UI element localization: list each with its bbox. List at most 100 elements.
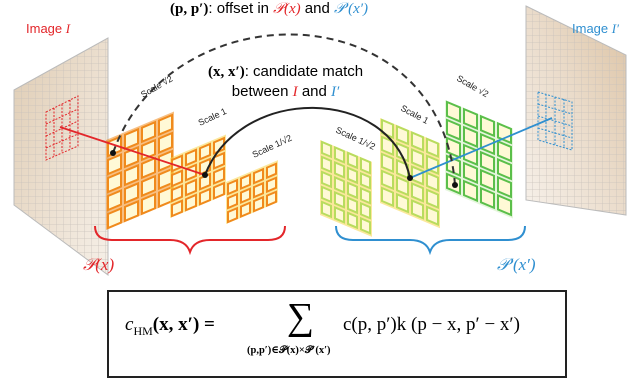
left-grid-scale-sqrt2-cell: [107, 153, 122, 176]
scale-label-right-3: Scale √2: [455, 73, 490, 99]
left-grid-scale-sqrt2-cell: [141, 192, 156, 216]
left-grid-scale-1-cell: [185, 178, 197, 197]
right-grid-scale-invsqrt2-cell: [347, 181, 358, 200]
candidate-image-ip: I′: [331, 84, 340, 100]
left-grid-scale-invsqrt2-cell: [227, 206, 238, 224]
image-left-label: Image I: [26, 21, 70, 37]
formula-sum-subscript: (p,p′)∈𝒫(x)×𝒫′(x′): [247, 345, 331, 356]
formula-lhs: cHM(x, x′) =: [125, 314, 215, 339]
left-grid-scale-1-cell: [213, 166, 225, 185]
right-grid-scale-invsqrt2-cell: [360, 171, 371, 190]
match-point-left: [202, 172, 208, 178]
image-right-plane: [525, 5, 627, 216]
left-feature-pyramid: [106, 111, 278, 230]
left-grid-scale-1-cell: [185, 148, 197, 167]
right-grid-scale-invsqrt2: [320, 140, 372, 237]
right-grid-scale-sqrt2-cell: [463, 179, 478, 203]
scale-label-left-2: Scale 1: [197, 106, 228, 128]
image-right-prefix: Image: [572, 21, 612, 36]
left-grid-scale-invsqrt2-cell: [266, 190, 277, 208]
offset-pair: (p, p′): [170, 1, 209, 17]
left-grid-scale-sqrt2-cell: [124, 163, 139, 187]
left-grid-scale-invsqrt2-cell: [240, 201, 251, 219]
right-grid-scale-1-cell: [426, 188, 439, 210]
left-grid-scale-invsqrt2-cell: [253, 181, 264, 199]
offset-set-right: 𝒫′(x′): [334, 1, 369, 17]
candidate-text: : candidate match: [244, 63, 364, 80]
left-grid-scale-1-cell: [185, 193, 197, 212]
scale-label-right-2: Scale 1: [399, 103, 430, 126]
left-grid-scale-1-cell: [171, 169, 183, 188]
right-grid-scale-sqrt2-cell: [480, 132, 495, 156]
image-left-prefix: Image: [26, 21, 66, 36]
right-grid-scale-invsqrt2-cell: [321, 170, 332, 189]
right-grid-scale-sqrt2-cell: [463, 107, 478, 131]
left-grid-scale-invsqrt2-cell: [240, 187, 251, 205]
right-grid-scale-invsqrt2-cell: [347, 211, 358, 230]
right-grid-scale-sqrt2-cell: [480, 150, 495, 174]
right-grid-scale-invsqrt2-cell: [347, 196, 358, 215]
right-grid-scale-invsqrt2-cell: [347, 151, 358, 170]
right-grid-scale-1-cell: [396, 192, 409, 214]
left-grid-scale-sqrt2-cell: [141, 156, 156, 180]
right-grid-scale-sqrt2-cell: [463, 125, 478, 149]
left-grid-scale-sqrt2-cell: [107, 189, 122, 212]
formula-rhs: c(p, p′)k (p − x, p′ − x′): [343, 314, 520, 335]
right-grid-scale-invsqrt2-cell: [360, 216, 371, 235]
left-grid-scale-1-backing: [170, 134, 226, 218]
left-grid-scale-sqrt2-cell: [124, 199, 139, 223]
image-right-name: I′: [611, 21, 619, 36]
right-grid-scale-1-cell: [396, 175, 409, 197]
right-grid-scale-sqrt2-cell: [480, 168, 495, 192]
offset-and: and: [300, 0, 335, 17]
left-grid-scale-sqrt2-cell: [124, 181, 139, 205]
offset-arc-dashed: [112, 33, 456, 186]
right-brace-label: 𝒫′(x′): [497, 255, 536, 274]
left-grid-scale-invsqrt2-cell: [266, 176, 277, 194]
image-left-plane: [13, 37, 109, 276]
right-grid-scale-invsqrt2-cell: [360, 156, 371, 175]
left-match-line: [59, 126, 206, 176]
right-grid-scale-invsqrt2-cell: [347, 166, 358, 185]
left-grid-scale-invsqrt2-backing: [226, 160, 278, 224]
offset-set-left: 𝒫(x): [273, 1, 301, 17]
right-grid-scale-1-cell: [396, 124, 409, 146]
right-grid-scale-1-cell: [396, 141, 409, 163]
right-grid-scale-sqrt2-cell: [497, 121, 512, 145]
right-grid-scale-invsqrt2-cell: [334, 190, 345, 209]
left-grid-scale-invsqrt2-cell: [253, 195, 264, 213]
left-grid-scale-sqrt2-cell: [158, 113, 173, 137]
formula-lhs-c: c: [125, 314, 134, 335]
right-grid-scale-invsqrt2-cell: [334, 205, 345, 224]
scale-label-right-1: Scale 1/√2: [334, 125, 377, 152]
match-point-right: [407, 175, 413, 181]
right-grid-scale-sqrt2-cell: [497, 157, 512, 181]
candidate-pair: (x, x′): [208, 64, 245, 80]
candidate-between: between: [231, 83, 293, 100]
right-grid-scale-invsqrt2-backing: [320, 140, 372, 237]
formula-sum-symbol: ∑: [287, 296, 315, 338]
right-grid-scale-invsqrt2-cell: [334, 175, 345, 194]
right-grid-scale-sqrt2-cell: [497, 139, 512, 163]
right-grid-scale-1-cell: [426, 205, 439, 227]
left-grid-scale-sqrt2-cell: [158, 131, 173, 155]
left-grid-scale-invsqrt2: [226, 160, 278, 224]
left-grid-scale-1-cell: [199, 142, 211, 161]
left-grid-scale-sqrt2-cell: [107, 171, 122, 194]
right-grid-scale-sqrt2-cell: [497, 175, 512, 199]
left-grid-scale-1-cell: [199, 187, 211, 206]
right-grid-scale-1-cell: [411, 182, 424, 203]
right-grid-scale-invsqrt2-cell: [321, 155, 332, 174]
left-grid-scale-sqrt2-cell: [141, 174, 156, 198]
left-grid-scale-1-cell: [171, 184, 183, 203]
right-grid-scale-1-cell: [381, 152, 394, 174]
right-grid-scale-sqrt2-cell: [446, 100, 461, 123]
left-grid-scale-invsqrt2-cell: [240, 173, 251, 191]
right-brace: [335, 225, 526, 256]
left-grid-scale-1-cell: [213, 181, 225, 200]
left-grid-scale-1-cell: [171, 199, 183, 218]
right-grid-scale-invsqrt2-cell: [321, 140, 332, 159]
right-grid-scale-1: [380, 118, 440, 229]
left-brace-label: 𝒫(x): [83, 255, 115, 274]
